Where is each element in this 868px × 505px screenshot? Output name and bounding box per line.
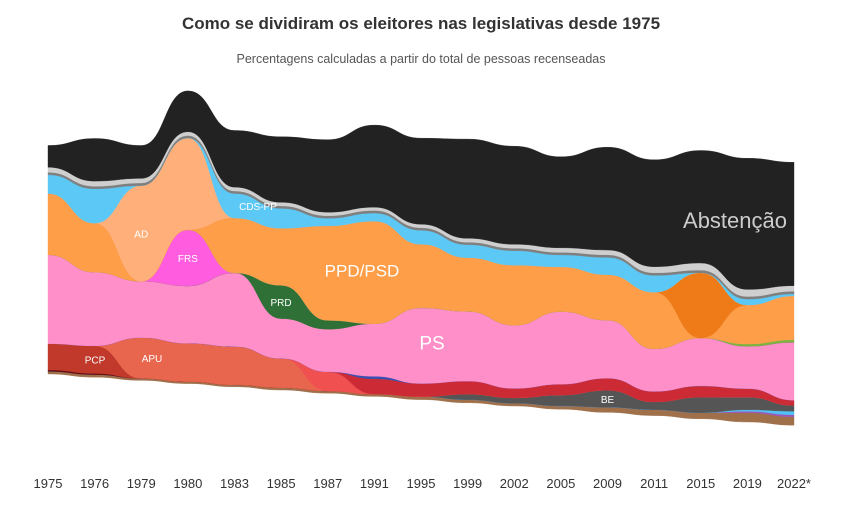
label-frs: FRS <box>178 254 198 265</box>
x-axis: 1975 1976 1979 1980 1983 1985 1987 1991 1995 1999… <box>34 476 811 491</box>
x-tick-label: 1983 <box>220 476 249 491</box>
x-tick-label: 1995 <box>407 476 436 491</box>
label-ad: AD <box>134 229 148 240</box>
label-ppd-psd: PPD/PSD <box>325 261 400 280</box>
label-be: BE <box>601 395 615 406</box>
x-tick-label: 2015 <box>686 476 715 491</box>
series-labels: BE PCP APU PS PRD FRS PPD/PSD AD CDS-PP Abstenção <box>85 202 787 406</box>
label-prd: PRD <box>270 298 291 309</box>
x-tick-label: 1980 <box>173 476 202 491</box>
x-tick-label: 2019 <box>733 476 762 491</box>
x-tick-label: 1987 <box>313 476 342 491</box>
x-tick-label: 2011 <box>640 476 668 491</box>
x-tick-label: 1975 <box>34 476 63 491</box>
x-tick-label: 1991 <box>360 476 389 491</box>
x-tick-label: 1976 <box>80 476 109 491</box>
x-tick-label: 1979 <box>127 476 156 491</box>
chart-subtitle: Percentagens calculadas a partir do tota… <box>237 52 606 66</box>
label-ps: PS <box>419 334 444 355</box>
x-tick-label: 2009 <box>593 476 622 491</box>
x-tick-label: 1985 <box>267 476 296 491</box>
x-tick-label: 1999 <box>453 476 482 491</box>
stream-layers <box>47 90 795 426</box>
label-absten-o: Abstenção <box>683 208 787 233</box>
label-apu: APU <box>142 354 163 365</box>
stream-absten-o <box>47 90 795 290</box>
x-tick-label: 2002 <box>500 476 529 491</box>
label-pcp: PCP <box>85 356 106 367</box>
x-tick-label: 2022* <box>777 476 811 491</box>
label-cds-pp: CDS-PP <box>239 202 277 213</box>
chart-title: Como se dividiram os eleitores nas legis… <box>182 14 660 33</box>
x-tick-label: 2005 <box>546 476 575 491</box>
